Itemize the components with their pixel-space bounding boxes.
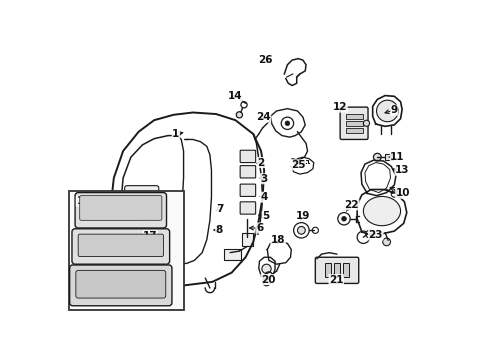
Text: 9: 9 [390,105,397,115]
Bar [384,154,392,160]
Text: 19: 19 [295,211,309,221]
Text: 14: 14 [228,91,243,100]
FancyBboxPatch shape [315,257,358,283]
Bar [333,263,340,276]
Circle shape [373,153,381,161]
Bar [84,276,155,291]
Text: 8: 8 [215,225,223,235]
FancyBboxPatch shape [75,193,166,228]
Text: 13: 13 [394,165,408,175]
Text: 23: 23 [368,230,382,240]
Bar [345,128,362,132]
Text: 22: 22 [344,200,358,210]
Ellipse shape [363,197,400,226]
Circle shape [297,226,305,234]
Text: 11: 11 [389,152,404,162]
Circle shape [363,120,369,126]
Text: 15: 15 [76,196,91,206]
Bar [345,114,362,119]
Circle shape [261,264,270,274]
Text: 1: 1 [172,129,179,139]
Text: 12: 12 [332,102,346,112]
Circle shape [236,112,242,118]
FancyBboxPatch shape [124,186,159,229]
Text: 6: 6 [255,223,263,233]
Bar [343,263,349,276]
Text: 2: 2 [257,158,264,167]
Text: 21: 21 [328,275,343,285]
Text: 20: 20 [260,275,275,285]
FancyBboxPatch shape [72,229,169,264]
Ellipse shape [376,100,397,122]
Text: 25: 25 [290,160,305,170]
Text: 17: 17 [142,231,157,241]
Bar [345,121,362,126]
Text: 7: 7 [216,204,223,214]
FancyBboxPatch shape [78,234,163,256]
Text: 16: 16 [141,210,155,220]
Circle shape [94,234,113,253]
Text: 4: 4 [260,192,267,202]
FancyBboxPatch shape [240,150,255,163]
Text: 5: 5 [262,211,269,221]
FancyBboxPatch shape [240,184,255,197]
Text: 3: 3 [260,174,267,184]
Circle shape [341,216,346,221]
Bar [69,191,183,310]
Bar [324,263,330,276]
FancyBboxPatch shape [340,107,367,139]
Circle shape [365,230,373,238]
Bar [241,233,252,247]
FancyBboxPatch shape [69,265,172,306]
FancyBboxPatch shape [240,166,255,178]
Circle shape [382,238,390,246]
Text: 18: 18 [270,235,285,244]
Text: 26: 26 [258,55,272,65]
Text: 10: 10 [395,188,409,198]
Circle shape [285,121,289,126]
Bar [224,249,241,260]
FancyBboxPatch shape [80,195,162,220]
FancyBboxPatch shape [76,270,165,298]
Text: 24: 24 [256,112,270,122]
FancyBboxPatch shape [240,202,255,214]
